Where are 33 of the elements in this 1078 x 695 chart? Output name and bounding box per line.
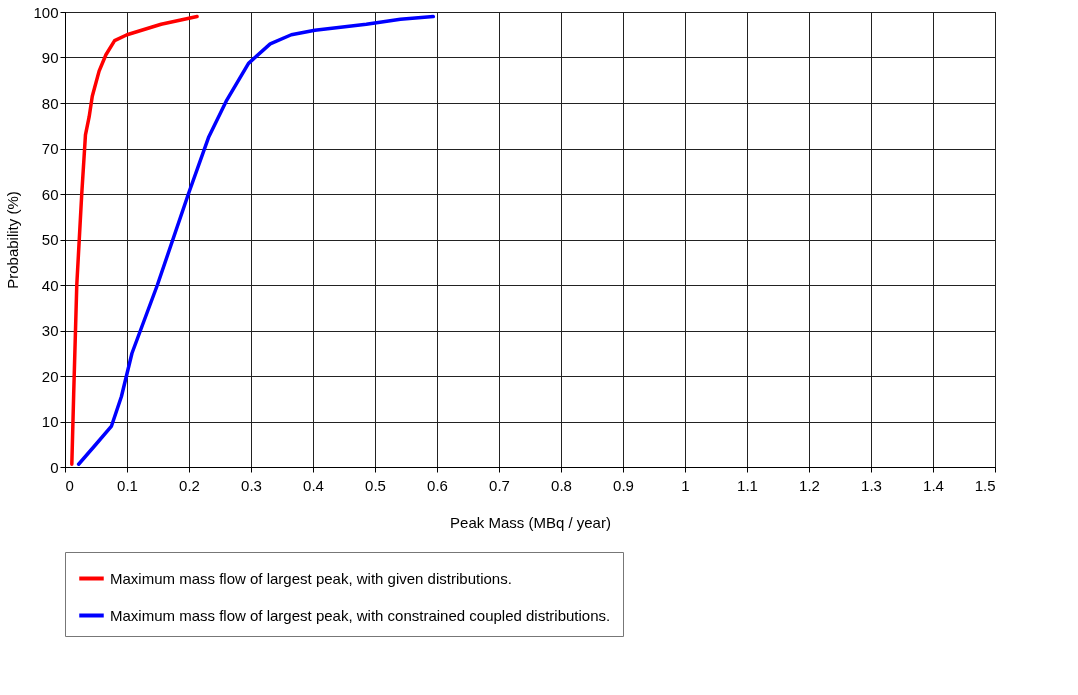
y-tick-label: 20 bbox=[41, 367, 59, 385]
y-tick-label: 70 bbox=[41, 140, 59, 157]
x-tick-label: 0.8 bbox=[551, 476, 572, 494]
x-tick-label: 1 bbox=[681, 476, 690, 494]
y-tick-label: 50 bbox=[41, 231, 59, 248]
y-tick-label: 10 bbox=[41, 413, 59, 430]
x-tick-label: 0.7 bbox=[489, 476, 510, 494]
x-tick-label: 1.4 bbox=[923, 476, 944, 494]
y-tick-label: 40 bbox=[41, 276, 59, 294]
x-tick-label: 0.2 bbox=[179, 476, 200, 494]
y-tick-label: 60 bbox=[41, 185, 59, 203]
legend-label: Maximum mass flow of largest peak, with given distributions. bbox=[110, 569, 512, 587]
x-tick-label: 1.3 bbox=[861, 476, 882, 494]
x-tick-label: 0.3 bbox=[241, 476, 262, 494]
y-tick-label: 0 bbox=[50, 458, 59, 476]
y-tick-label: 80 bbox=[41, 94, 59, 112]
y-tick-label: 30 bbox=[41, 322, 59, 339]
y-tick-label: 90 bbox=[41, 49, 59, 66]
x-tick-label: 0.5 bbox=[365, 476, 386, 494]
x-tick-label: 0.4 bbox=[303, 476, 324, 494]
line-series bbox=[76, 14, 436, 467]
x-tick-label: 0.6 bbox=[427, 476, 448, 494]
x-axis-title: Peak Mass (MBq / year) bbox=[450, 513, 611, 531]
x-tick-label: 1.2 bbox=[799, 476, 820, 494]
y-axis-title: Probability (%) bbox=[4, 191, 22, 289]
x-tick-label: 1.1 bbox=[737, 476, 758, 494]
x-tick-label: 0.9 bbox=[613, 476, 634, 494]
x-tick-label: 0 bbox=[65, 476, 74, 494]
x-tick-label: 0.1 bbox=[117, 476, 138, 494]
legend-label: Maximum mass flow of largest peak, with constrained coupled distributions. bbox=[110, 606, 611, 624]
line-series bbox=[70, 14, 199, 467]
y-tick-label: 100 bbox=[33, 3, 59, 21]
x-tick-label: 1.5 bbox=[974, 476, 996, 494]
